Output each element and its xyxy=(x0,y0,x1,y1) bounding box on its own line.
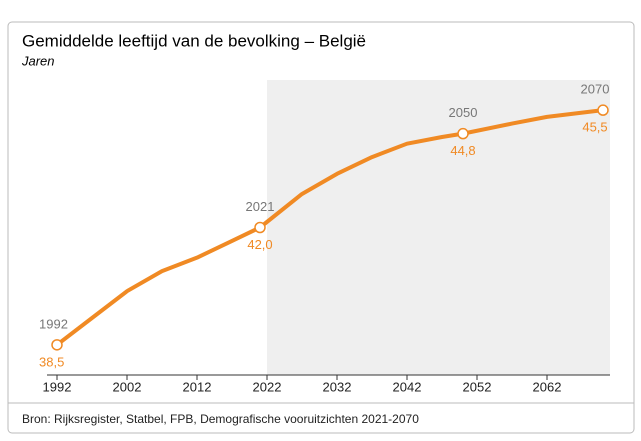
source: Bron: Rijksregister, Statbel, FPB, Demog… xyxy=(22,412,419,426)
data-label: 38,5 xyxy=(39,354,64,369)
data-label: 42,0 xyxy=(247,237,272,252)
point-marker xyxy=(457,127,469,140)
point-marker xyxy=(51,339,63,351)
data-label: 44,8 xyxy=(450,143,475,158)
forecast-shade xyxy=(267,80,610,375)
chart-title: Gemiddelde leeftijd van de bevolking – B… xyxy=(22,31,366,50)
x-tick-label: 2032 xyxy=(323,379,352,394)
x-tick-label: 2062 xyxy=(533,379,562,394)
point-year-label: 1992 xyxy=(39,316,68,331)
chart-subtitle: Jaren xyxy=(21,53,55,68)
x-tick-label: 2042 xyxy=(393,379,422,394)
point-marker xyxy=(597,104,609,116)
point-year-label: 2070 xyxy=(581,82,610,97)
x-tick-label: 2022 xyxy=(253,379,282,394)
point-year-label: 2050 xyxy=(449,105,478,120)
data-label: 45,5 xyxy=(582,120,607,135)
point-year-label: 2021 xyxy=(246,199,275,214)
point-marker xyxy=(254,221,266,234)
x-tick-label: 1992 xyxy=(43,379,72,394)
x-tick-label: 2002 xyxy=(113,379,142,394)
x-tick-label: 2052 xyxy=(463,379,492,394)
plot-area: 1992 2002 2012 2022 2032 2042 2052 2062 1992 38,5… xyxy=(39,80,610,394)
line xyxy=(55,108,605,347)
x-tick-label: 2012 xyxy=(183,379,212,394)
